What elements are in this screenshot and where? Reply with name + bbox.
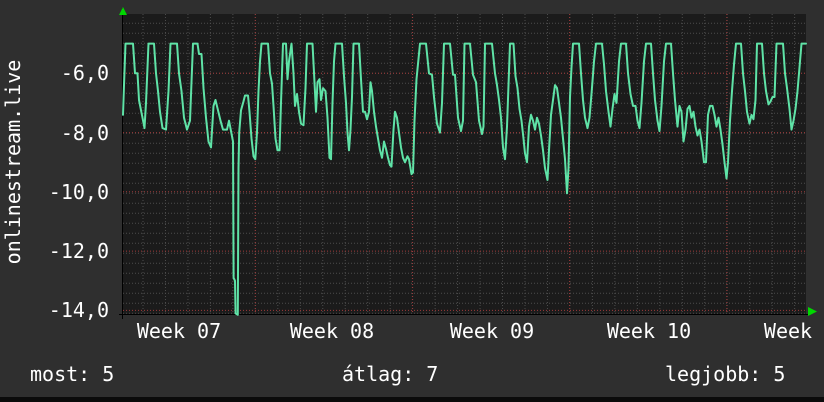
- x-tick-label: Week 09: [449, 319, 535, 343]
- x-tick-label: Week 10: [606, 319, 692, 343]
- vertical-axis-title: onlinestream.live: [1, 59, 25, 265]
- y-tick-label: -12,0: [48, 239, 109, 264]
- y-tick-label: -8,0: [60, 120, 109, 145]
- y-tick-label: -14,0: [48, 298, 109, 323]
- x-tick-label: Week 08: [289, 319, 375, 343]
- right-arrow-icon: [808, 307, 817, 316]
- axis-lines: [119, 8, 809, 319]
- window-edge: [0, 397, 824, 402]
- stat-average: átlag: 7: [342, 362, 439, 386]
- y-tick-label: -10,0: [48, 179, 109, 204]
- listener-series-line: [122, 42, 807, 316]
- x-tick-label: Week: [763, 319, 813, 343]
- stat-best: legjobb: 5: [665, 362, 786, 386]
- stat-current: most: 5: [30, 362, 115, 386]
- x-tick-label: Week 07: [136, 319, 222, 343]
- y-tick-label: -6,0: [60, 61, 109, 86]
- up-arrow-icon: [119, 7, 127, 15]
